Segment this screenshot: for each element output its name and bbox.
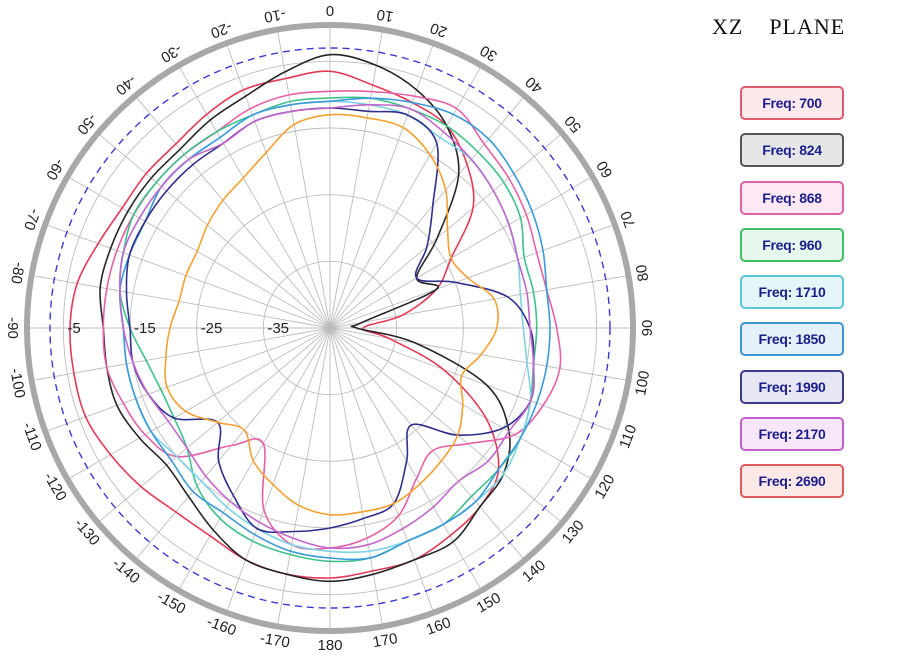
angle-label: 40 bbox=[522, 73, 546, 97]
radial-tick-label: -5 bbox=[67, 320, 80, 337]
legend-item-freq-1850[interactable]: Freq: 1850 bbox=[740, 322, 844, 357]
spoke-line bbox=[329, 134, 561, 329]
spoke-line bbox=[69, 177, 331, 329]
angle-label: -20 bbox=[208, 18, 234, 41]
spoke-line bbox=[329, 327, 626, 381]
ring-circle bbox=[196, 194, 464, 462]
spoke-line bbox=[329, 327, 524, 559]
spoke-line bbox=[179, 67, 331, 329]
legend-item-freq-824[interactable]: Freq: 824 bbox=[740, 133, 844, 168]
spoke-line bbox=[47, 224, 331, 329]
spoke-line bbox=[329, 327, 481, 589]
series-curve-8 bbox=[119, 103, 535, 550]
legend-item-freq-2170[interactable]: Freq: 2170 bbox=[740, 417, 844, 452]
angle-label: 30 bbox=[477, 42, 500, 65]
legend-item-freq-700[interactable]: Freq: 700 bbox=[740, 86, 844, 120]
radial-tick-label: -25 bbox=[201, 320, 223, 337]
legend: Freq: 700 Freq: 824 Freq: 868 Freq: 960 … bbox=[740, 86, 860, 512]
reference-dashed-circle bbox=[49, 47, 611, 609]
spoke-line bbox=[136, 97, 331, 329]
spoke-line bbox=[329, 327, 434, 611]
spoke-line bbox=[329, 327, 613, 432]
ring-circle bbox=[62, 60, 598, 596]
spoke-line bbox=[329, 275, 626, 329]
angle-label: 60 bbox=[593, 158, 616, 181]
spoke-line bbox=[329, 67, 481, 329]
spoke-line bbox=[329, 97, 524, 329]
spoke-line bbox=[329, 327, 561, 522]
angle-label: -70 bbox=[20, 206, 43, 232]
spoke-line bbox=[99, 327, 331, 522]
series-curve-4 bbox=[118, 96, 538, 563]
angle-label: 90 bbox=[639, 320, 656, 337]
ring-circle bbox=[262, 260, 398, 396]
angle-label: -80 bbox=[7, 261, 28, 285]
angle-label: 100 bbox=[632, 369, 653, 397]
angle-label: 10 bbox=[375, 5, 394, 25]
spoke-line bbox=[329, 327, 591, 479]
angle-label: 170 bbox=[371, 630, 399, 651]
spoke-line bbox=[34, 327, 331, 381]
series-curve-7 bbox=[125, 107, 535, 534]
spoke-line bbox=[226, 45, 331, 329]
series-curve-9 bbox=[164, 113, 499, 516]
legend-item-freq-1990[interactable]: Freq: 1990 bbox=[740, 369, 844, 404]
spoke-line bbox=[69, 327, 331, 479]
angle-label: 20 bbox=[428, 19, 449, 41]
legend-item-freq-868[interactable]: Freq: 868 bbox=[740, 180, 844, 215]
angle-label: 110 bbox=[616, 422, 640, 450]
angle-label: -100 bbox=[6, 367, 28, 400]
spoke-line bbox=[34, 275, 331, 329]
spoke-line bbox=[136, 327, 331, 559]
spoke-line bbox=[99, 134, 331, 329]
angle-label: 80 bbox=[633, 263, 653, 282]
spoke-line bbox=[329, 224, 613, 329]
legend-item-freq-1710[interactable]: Freq: 1710 bbox=[740, 275, 844, 310]
spoke-line bbox=[277, 32, 331, 329]
outer-ring bbox=[24, 22, 636, 634]
spoke-line bbox=[329, 32, 383, 329]
spoke-line bbox=[47, 327, 331, 432]
angle-label: 0 bbox=[326, 2, 334, 19]
radial-tick-label: -15 bbox=[134, 320, 156, 337]
spoke-line bbox=[329, 45, 434, 329]
legend-item-freq-960[interactable]: Freq: 960 bbox=[740, 227, 844, 262]
angle-label: -10 bbox=[263, 5, 287, 26]
angle-label: -170 bbox=[259, 630, 292, 652]
angle-label: 70 bbox=[617, 209, 639, 230]
spoke-line bbox=[179, 327, 331, 589]
spoke-line bbox=[329, 177, 591, 329]
radial-tick-label: -35 bbox=[267, 320, 289, 337]
angle-label: -90 bbox=[4, 317, 21, 339]
spoke-line bbox=[226, 327, 331, 611]
plane-title: XZ PLANE bbox=[712, 14, 846, 39]
angle-label: 180 bbox=[317, 637, 342, 654]
radiation-curves bbox=[69, 53, 562, 583]
polar-grid bbox=[24, 22, 636, 634]
axis-labels: -35-25-15-50 1020304050607080901001101201… bbox=[4, 2, 656, 654]
legend-item-freq-2690[interactable]: Freq: 2690 bbox=[740, 464, 844, 499]
